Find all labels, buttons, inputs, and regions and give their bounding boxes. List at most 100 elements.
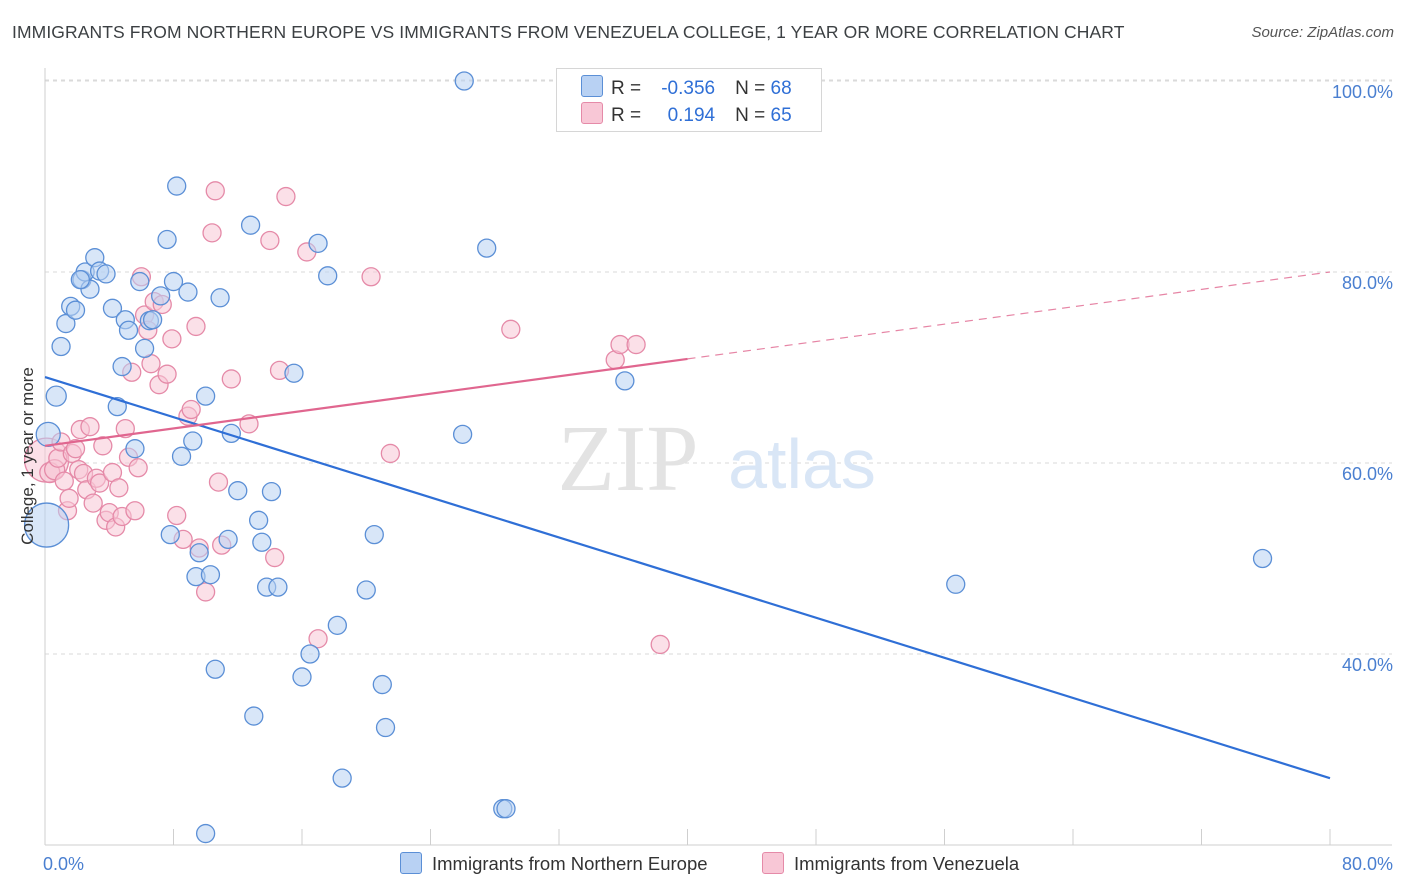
data-point-venezuela — [260, 230, 280, 251]
data-point-northern-europe — [252, 532, 272, 552]
data-point-northern-europe — [375, 717, 396, 738]
data-point-northern-europe — [65, 300, 86, 320]
data-point-northern-europe — [23, 502, 70, 548]
data-point-northern-europe — [102, 298, 123, 318]
data-point-venezuela — [128, 458, 148, 478]
y-tick-label: 100.0% — [1332, 82, 1393, 102]
data-point-venezuela — [181, 399, 201, 420]
bottom-legend-venezuela: Immigrants from Venezuela — [762, 852, 1019, 878]
data-point-northern-europe — [51, 336, 71, 357]
data-point-venezuela — [626, 334, 646, 355]
data-point-northern-europe — [228, 481, 248, 501]
data-point-venezuela — [125, 501, 145, 521]
data-point-northern-europe — [248, 510, 269, 530]
data-point-northern-europe — [300, 644, 320, 664]
data-point-northern-europe — [163, 271, 184, 292]
y-tick-label: 40.0% — [1342, 655, 1393, 675]
data-point-venezuela — [650, 634, 670, 655]
data-point-northern-europe — [244, 706, 264, 726]
data-point-northern-europe — [200, 565, 221, 585]
trend-lines — [44, 271, 1331, 780]
data-point-venezuela — [167, 505, 187, 526]
bottom-legend-label: Immigrants from Northern Europe — [432, 853, 708, 874]
data-point-venezuela — [65, 439, 86, 459]
data-point-northern-europe — [292, 667, 312, 687]
y-axis-label: College, 1 year or more — [18, 367, 37, 545]
data-point-northern-europe — [160, 524, 180, 545]
bottom-legend-swatch-pink — [762, 852, 784, 874]
data-point-northern-europe — [45, 385, 67, 407]
x-tick-label: 0.0% — [43, 854, 84, 874]
data-point-northern-europe — [130, 271, 150, 292]
data-point-northern-europe — [318, 266, 338, 286]
data-point-venezuela — [186, 316, 206, 337]
axes — [44, 68, 1392, 846]
watermark: ZIP atlas — [558, 407, 876, 511]
data-point-venezuela — [276, 186, 296, 207]
data-point-venezuela — [208, 472, 229, 492]
data-point-northern-europe — [142, 310, 163, 330]
legend-r-label: R = — [611, 105, 642, 126]
data-point-venezuela — [610, 334, 630, 355]
data-point-venezuela — [205, 181, 225, 201]
data-point-venezuela — [380, 443, 400, 464]
data-point-northern-europe — [70, 269, 90, 290]
legend-n-value: 65 — [770, 105, 792, 126]
data-point-northern-europe — [189, 543, 209, 563]
data-point-venezuela — [83, 493, 103, 513]
bottom-legend-northern-europe: Immigrants from Northern Europe — [400, 852, 708, 878]
data-point-northern-europe — [284, 363, 304, 383]
data-point-northern-europe — [1252, 548, 1273, 569]
data-point-northern-europe — [615, 371, 635, 391]
data-point-northern-europe — [364, 524, 384, 545]
data-point-northern-europe — [261, 481, 282, 502]
legend-r-value: -0.356 — [661, 78, 716, 99]
data-point-venezuela — [202, 223, 222, 243]
data-point-northern-europe — [210, 288, 230, 308]
data-point-northern-europe — [125, 439, 145, 459]
legend-r-value: 0.194 — [667, 105, 716, 126]
data-point-venezuela — [501, 319, 521, 339]
data-point-northern-europe — [183, 431, 203, 451]
data-point-northern-europe — [195, 823, 216, 844]
trend-line-venezuela — [44, 357, 688, 447]
data-point-northern-europe — [308, 233, 328, 254]
data-point-northern-europe — [452, 424, 473, 445]
legend-swatch-blue — [581, 75, 603, 97]
data-point-northern-europe — [178, 282, 198, 302]
data-point-northern-europe — [96, 264, 116, 284]
data-point-northern-europe — [454, 71, 474, 91]
data-point-venezuela — [157, 364, 177, 384]
data-point-northern-europe — [195, 386, 216, 406]
y-tick-label: 60.0% — [1342, 464, 1393, 484]
data-point-venezuela — [59, 488, 79, 508]
y-tick-label: 80.0% — [1342, 273, 1393, 293]
source-credit: Source: ZipAtlas.com — [1251, 24, 1394, 41]
data-point-venezuela — [93, 436, 113, 456]
data-point-northern-europe — [167, 176, 187, 196]
data-point-northern-europe — [134, 338, 155, 359]
series-northern-europe — [23, 71, 1273, 844]
watermark-zip: ZIP — [558, 407, 699, 511]
legend-row-northern-europe: R = -0.356 N = 68 — [581, 75, 792, 99]
legend-n-label: N = — [735, 105, 766, 126]
data-point-northern-europe — [356, 580, 376, 600]
data-point-venezuela — [361, 267, 381, 287]
x-tick-label: 80.0% — [1342, 854, 1393, 874]
data-point-northern-europe — [332, 768, 352, 788]
data-point-northern-europe — [372, 674, 392, 695]
series-venezuela — [23, 181, 670, 655]
legend-n-label: N = — [735, 78, 766, 99]
data-point-venezuela — [54, 471, 74, 491]
bottom-legend-label: Immigrants from Venezuela — [794, 853, 1020, 874]
grid-lines — [45, 79, 1392, 655]
data-point-northern-europe — [946, 574, 966, 594]
trend-line-northern-europe — [44, 375, 1331, 780]
legend-n-value: 68 — [770, 78, 792, 99]
data-point-venezuela — [265, 547, 285, 568]
data-point-northern-europe — [150, 286, 171, 306]
data-point-northern-europe — [218, 529, 238, 550]
data-point-northern-europe — [268, 577, 288, 597]
data-point-venezuela — [115, 418, 135, 439]
